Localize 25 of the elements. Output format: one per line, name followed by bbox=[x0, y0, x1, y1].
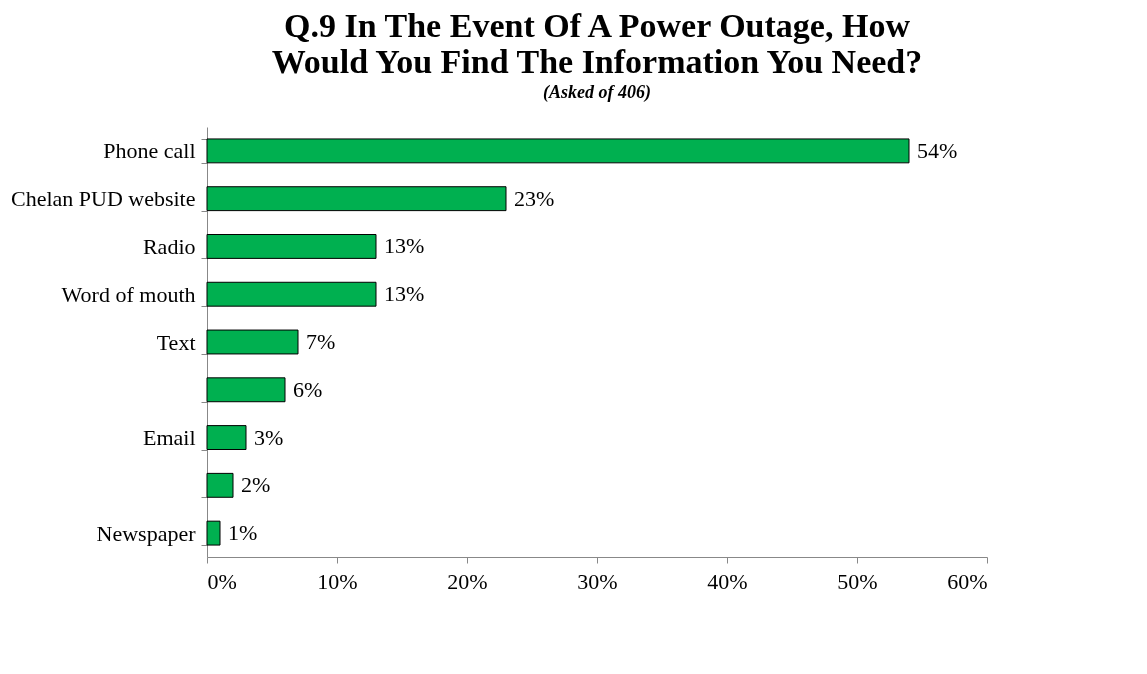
y-tick-label: Newspaper bbox=[96, 520, 197, 546]
y-tick-label: Email bbox=[142, 425, 196, 451]
data-label: 1% bbox=[228, 520, 258, 546]
y-tick-label: Chelan PUD website bbox=[10, 186, 196, 212]
data-label: 2% bbox=[241, 472, 271, 498]
y-tick-label: Radio bbox=[142, 233, 196, 259]
x-tick-label: 40% bbox=[707, 568, 748, 594]
data-label: 7% bbox=[306, 329, 336, 354]
x-tick-label: 60% bbox=[947, 568, 988, 594]
data-label: 54% bbox=[917, 137, 958, 163]
chart-title: Q.9 In The Event Of A Power Outage, How Would You Find The Information You Need? bbox=[271, 7, 923, 80]
data-label: 13% bbox=[384, 233, 425, 259]
y-tick-label: Word of mouth bbox=[61, 281, 196, 307]
y-tick-label: Phone call bbox=[103, 138, 196, 164]
chart-subtitle: (Asked of 406) bbox=[543, 82, 651, 103]
data-label: 3% bbox=[254, 424, 284, 450]
x-tick-label: 50% bbox=[837, 568, 878, 594]
data-label: 6% bbox=[293, 376, 323, 402]
x-tick-label: 20% bbox=[447, 568, 488, 594]
x-tick-label: 30% bbox=[577, 568, 618, 594]
data-label: 23% bbox=[514, 185, 555, 211]
x-tick-label: 10% bbox=[317, 568, 358, 594]
data-label: 13% bbox=[384, 281, 425, 307]
y-tick-label: Text bbox=[156, 329, 196, 355]
x-tick-label: 0% bbox=[207, 568, 237, 594]
